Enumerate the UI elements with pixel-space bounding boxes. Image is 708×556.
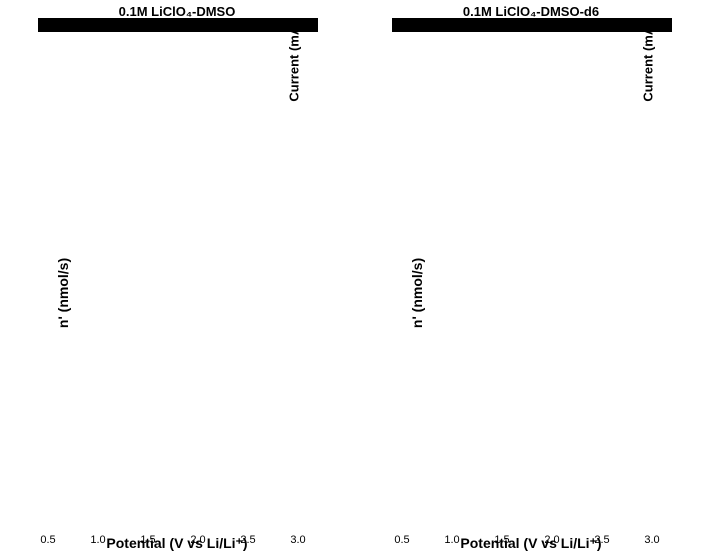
y-label-left-r: n' (nmol/s) bbox=[409, 258, 425, 328]
mz-label: m/z=30 bbox=[575, 28, 615, 30]
y-label-right-right: Current (mA) bbox=[640, 21, 655, 101]
right-title: 0.1M LiClO₄-DMSO-d6 bbox=[362, 4, 700, 19]
x-label-left: Potential (V vs Li/Li⁺) bbox=[0, 535, 354, 552]
left-title: 0.1M LiClO₄-DMSO bbox=[8, 4, 346, 19]
left-column: 0.1M LiClO₄-DMSO n' (nmol/s) Current (mA… bbox=[0, 0, 354, 556]
left-panel-stack: (a)0.0-0.4-0.8(b)m/z=440.0-2.0-4.0(c)m/z… bbox=[38, 18, 318, 32]
right-column: 0.1M LiClO₄-DMSO-d6 n' (nmol/s) Current … bbox=[354, 0, 708, 556]
left-plot-area: n' (nmol/s) Current (mA) (a)0.0-0.4-0.8(… bbox=[38, 18, 318, 518]
panel-e: (e)m/z=30x1002.01.00.0 bbox=[394, 28, 670, 30]
y-label-right-left: Current (mA) bbox=[286, 21, 301, 101]
right-panel-stack: (a)0.0-0.6-1.2(b)m/z=440.0-2.0-4.0(c)m/z… bbox=[392, 18, 672, 32]
right-plot-area: n' (nmol/s) Current (mA) (a)0.0-0.6-1.2(… bbox=[392, 18, 672, 518]
x-label-right: Potential (V vs Li/Li⁺) bbox=[354, 535, 708, 552]
y-label-left: n' (nmol/s) bbox=[55, 258, 71, 328]
mz-label: m/z=30 bbox=[221, 28, 261, 30]
panel-e: (e)m/z=30x1001.00.0 bbox=[40, 28, 316, 30]
figure: 0.1M LiClO₄-DMSO n' (nmol/s) Current (mA… bbox=[0, 0, 708, 556]
